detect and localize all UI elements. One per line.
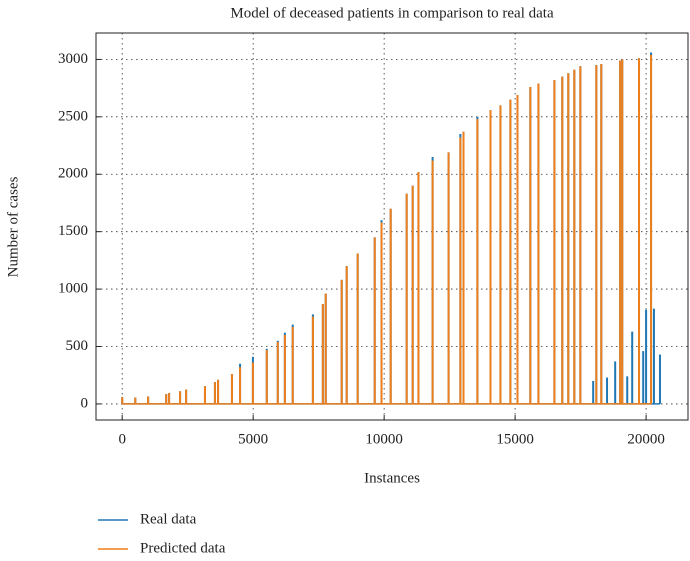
x-axis-label: Instances bbox=[364, 470, 420, 486]
y-tick-label: 2500 bbox=[58, 108, 88, 124]
legend-label: Predicted data bbox=[140, 540, 226, 556]
plot-frame bbox=[95, 32, 689, 421]
y-axis-label: Number of cases bbox=[5, 176, 21, 277]
y-tick-label: 1500 bbox=[58, 223, 88, 239]
y-tick-label: 2000 bbox=[58, 166, 88, 182]
y-tick-label: 1000 bbox=[58, 281, 88, 297]
x-tick-label: 20000 bbox=[627, 431, 665, 447]
x-tick-label: 10000 bbox=[365, 431, 403, 447]
x-tick-label: 5000 bbox=[238, 431, 268, 447]
y-tick-label: 3000 bbox=[58, 51, 88, 67]
x-tick-label: 0 bbox=[118, 431, 126, 447]
y-tick-label: 500 bbox=[66, 338, 89, 354]
x-tick-label: 15000 bbox=[496, 431, 534, 447]
chart-title: Model of deceased patients in comparison… bbox=[230, 5, 554, 21]
y-tick-label: 0 bbox=[81, 395, 89, 411]
legend-label: Real data bbox=[140, 511, 197, 527]
